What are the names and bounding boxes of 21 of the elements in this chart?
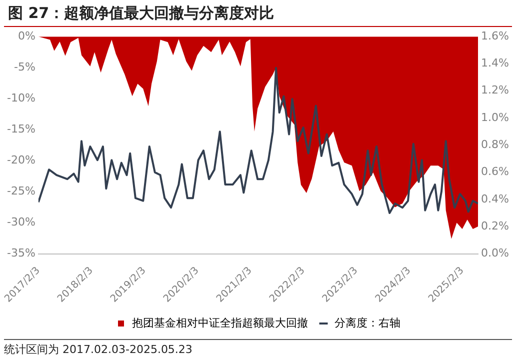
y2-tick-label: 0.6% [481, 165, 510, 178]
y-tick-label: -10% [6, 92, 36, 105]
legend-label: 抱团基金相对中证全指超额最大回撤 [132, 316, 308, 330]
y2-tick-label: 0.0% [481, 246, 510, 260]
y2-tick-label: 0.8% [481, 138, 510, 152]
chart-title: 图 27：超额净值最大回撤与分离度对比 [4, 0, 512, 27]
y-tick-label: -35% [6, 246, 36, 260]
y-tick-label: 0% [18, 29, 36, 42]
y2-tick-label: 1.2% [481, 84, 510, 97]
y2-tick-label: 1.6% [481, 29, 510, 42]
y2-tick-label: 0.4% [481, 192, 510, 206]
y2-tick-label: 1.0% [481, 110, 510, 124]
y-tick-label: -25% [6, 184, 36, 198]
y-tick-label: -15% [6, 122, 36, 136]
y-tick-label: -30% [6, 216, 36, 229]
y-tick-label: -5% [14, 60, 36, 74]
y-tick-label: -20% [6, 154, 36, 167]
text: 统计区间为 2017.02.03-2025.05.23 [4, 339, 512, 357]
legend-label: 分离度：右轴 [334, 316, 400, 330]
y2-tick-label: 0.2% [481, 219, 510, 232]
y2-tick-label: 1.4% [481, 56, 510, 70]
